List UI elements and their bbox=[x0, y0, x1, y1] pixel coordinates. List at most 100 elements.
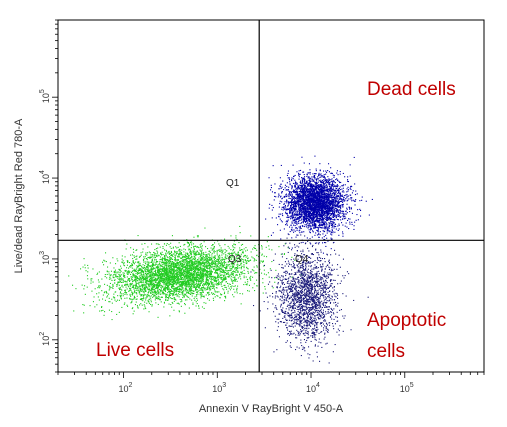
event-dot bbox=[163, 279, 165, 281]
event-dot bbox=[219, 273, 221, 275]
event-dot bbox=[203, 277, 205, 279]
event-dot bbox=[328, 207, 330, 209]
event-dot bbox=[233, 257, 235, 259]
event-dot bbox=[188, 275, 190, 277]
event-dot bbox=[190, 280, 192, 282]
event-dot bbox=[157, 303, 159, 305]
event-dot bbox=[231, 279, 233, 281]
event-dot bbox=[157, 297, 159, 299]
event-dot bbox=[118, 274, 120, 276]
event-dot bbox=[227, 253, 229, 255]
event-dot bbox=[201, 286, 203, 288]
event-dot bbox=[231, 272, 233, 274]
event-dot bbox=[135, 256, 137, 258]
event-dot bbox=[148, 251, 150, 253]
event-dot bbox=[248, 284, 250, 286]
event-dot bbox=[237, 254, 239, 256]
event-dot bbox=[133, 285, 135, 287]
event-dot bbox=[214, 280, 216, 282]
event-dot bbox=[159, 285, 161, 287]
event-dot bbox=[189, 274, 191, 276]
event-dot bbox=[153, 253, 155, 255]
event-dot bbox=[140, 269, 142, 271]
event-dot bbox=[170, 258, 172, 260]
event-dot bbox=[202, 274, 204, 276]
event-dot bbox=[232, 245, 234, 247]
event-dot bbox=[83, 258, 85, 260]
event-dot bbox=[194, 271, 196, 273]
event-dot bbox=[201, 269, 203, 271]
event-dot bbox=[211, 277, 213, 279]
event-dot bbox=[208, 288, 210, 290]
event-dot bbox=[164, 277, 166, 279]
event-dot bbox=[142, 279, 144, 281]
event-dot bbox=[286, 195, 288, 197]
event-dot bbox=[340, 198, 342, 200]
event-dot bbox=[173, 265, 175, 267]
event-dot bbox=[151, 278, 153, 280]
event-dot bbox=[240, 259, 242, 261]
event-dot bbox=[218, 275, 220, 277]
event-dot bbox=[214, 283, 216, 285]
event-dot bbox=[212, 275, 214, 277]
event-dot bbox=[68, 275, 70, 277]
event-dot bbox=[137, 282, 139, 284]
event-dot bbox=[129, 266, 131, 268]
event-dot bbox=[147, 292, 149, 294]
event-dot bbox=[115, 263, 117, 265]
event-dot bbox=[158, 277, 160, 279]
event-dot bbox=[227, 272, 229, 274]
event-dot bbox=[136, 285, 138, 287]
event-dot bbox=[173, 288, 175, 290]
event-dot bbox=[201, 288, 203, 290]
event-dot bbox=[210, 269, 212, 271]
event-dot bbox=[138, 267, 140, 269]
event-dot bbox=[211, 261, 213, 263]
event-dot bbox=[196, 278, 198, 280]
event-dot bbox=[167, 297, 169, 299]
event-dot bbox=[288, 216, 290, 218]
event-dot bbox=[185, 261, 187, 263]
event-dot bbox=[182, 288, 184, 290]
event-dot bbox=[198, 261, 200, 263]
event-dot bbox=[147, 269, 149, 271]
event-dot bbox=[193, 274, 195, 276]
event-dot bbox=[171, 298, 173, 300]
event-dot bbox=[169, 252, 171, 254]
event-dot bbox=[116, 271, 118, 273]
event-dot bbox=[222, 249, 224, 251]
event-dot bbox=[246, 283, 248, 285]
event-dot bbox=[236, 264, 238, 266]
event-dot bbox=[210, 280, 212, 282]
event-dot bbox=[222, 288, 224, 290]
event-dot bbox=[250, 275, 252, 277]
event-dot bbox=[231, 262, 233, 264]
event-dot bbox=[170, 272, 172, 274]
event-dot bbox=[198, 274, 200, 276]
event-dot bbox=[331, 199, 333, 201]
event-dot bbox=[129, 293, 131, 295]
event-dot bbox=[302, 216, 304, 218]
event-dot bbox=[219, 276, 221, 278]
event-dot bbox=[147, 300, 149, 302]
event-dot bbox=[195, 282, 197, 284]
event-dot bbox=[174, 282, 176, 284]
event-dot bbox=[175, 264, 177, 266]
event-dot bbox=[329, 200, 331, 202]
event-dot bbox=[155, 243, 157, 245]
event-dot bbox=[205, 282, 207, 284]
event-dot bbox=[186, 258, 188, 260]
event-dot bbox=[171, 293, 173, 295]
event-dot bbox=[239, 249, 241, 251]
event-dot bbox=[132, 260, 134, 262]
event-dot bbox=[228, 270, 230, 272]
event-dot bbox=[243, 269, 245, 271]
event-dot bbox=[240, 271, 242, 273]
event-dot bbox=[232, 274, 234, 276]
event-dot bbox=[161, 268, 163, 270]
event-dot bbox=[188, 271, 190, 273]
event-dot bbox=[193, 262, 195, 264]
event-dot bbox=[187, 264, 189, 266]
event-dot bbox=[210, 262, 212, 264]
event-dot bbox=[335, 194, 337, 196]
